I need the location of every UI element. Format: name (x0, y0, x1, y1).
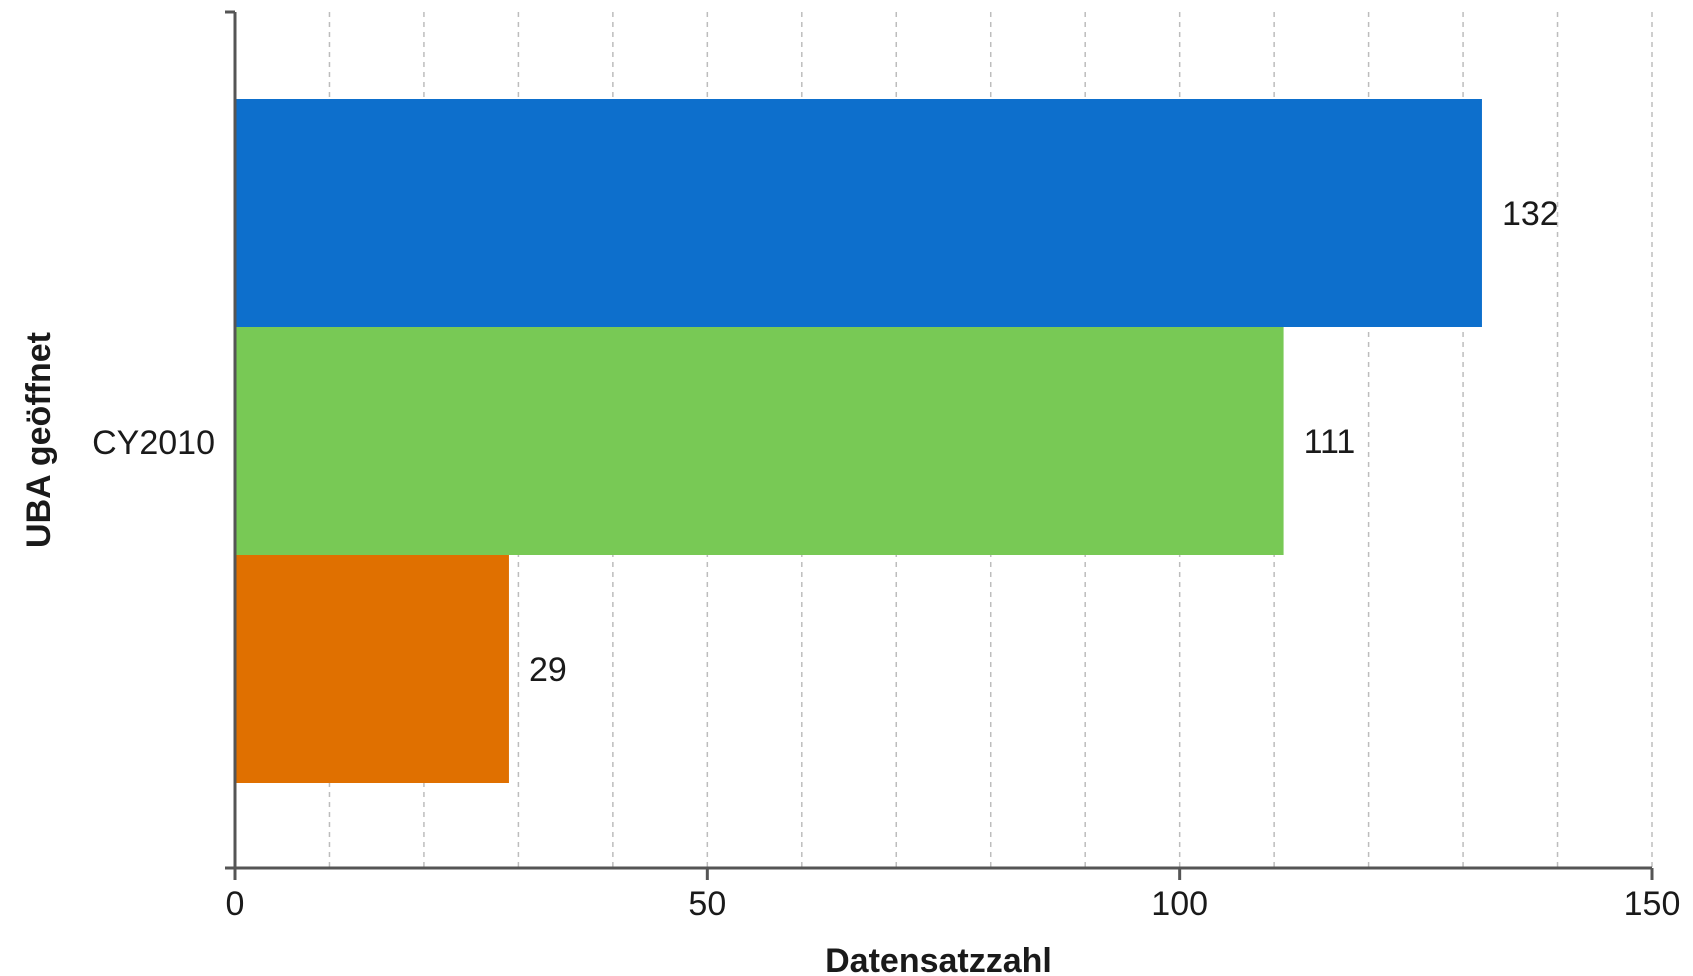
category-label: CY2010 (92, 424, 215, 462)
y-axis-title: UBA geöffnet (20, 332, 58, 548)
bar (235, 327, 1284, 555)
data-label: 29 (529, 651, 567, 689)
x-tick-label: 100 (1151, 885, 1208, 923)
data-label: 111 (1304, 423, 1356, 461)
data-label: 132 (1502, 195, 1559, 233)
bar (235, 99, 1482, 327)
x-tick-label: 150 (1624, 885, 1681, 923)
data-labels: 132 111 29 (529, 195, 1559, 689)
x-tick-label: 50 (688, 885, 726, 923)
x-axis-title: Datensatzzahl (825, 942, 1052, 976)
bars (235, 99, 1482, 783)
bar (235, 555, 509, 783)
x-tick-label: 0 (226, 885, 245, 923)
x-axis-ticks: 0 50 100 150 (225, 10, 1681, 923)
